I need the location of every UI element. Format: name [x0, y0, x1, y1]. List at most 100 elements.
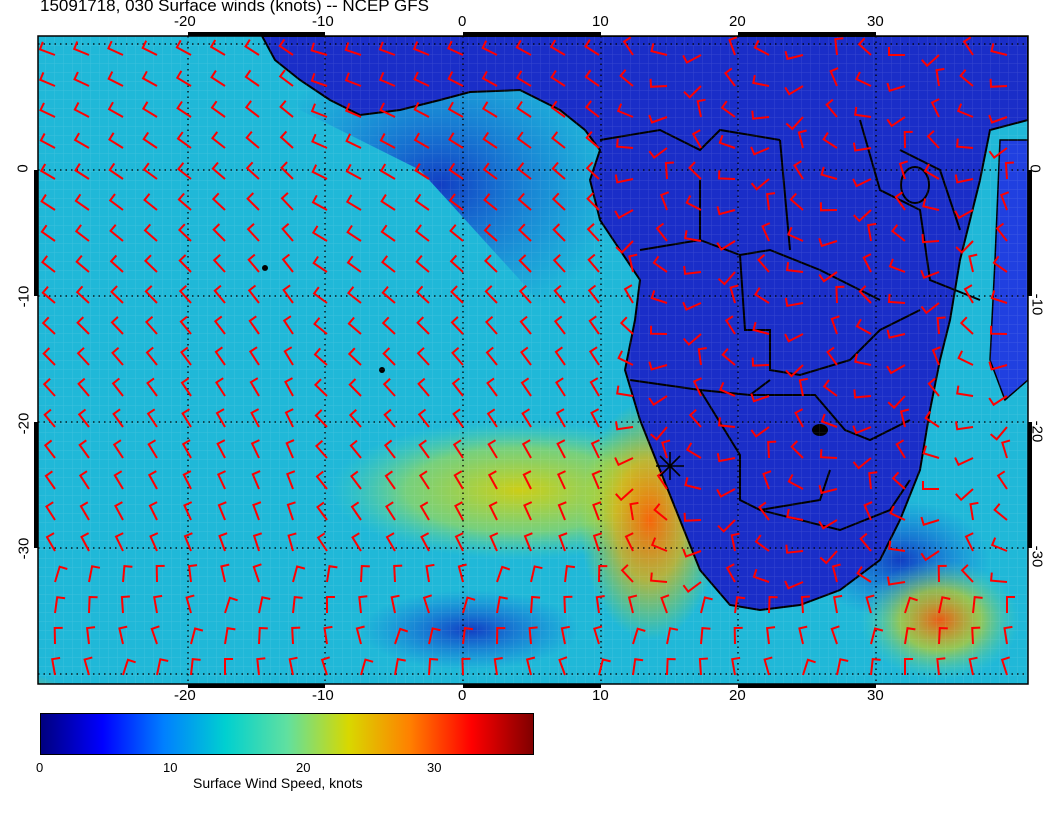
- wind-barb: [731, 656, 741, 676]
- wind-barb: [108, 162, 124, 180]
- wind-barb: [187, 564, 198, 583]
- wind-barb: [418, 439, 430, 459]
- wind-barb: [461, 657, 471, 676]
- wind-barb: [552, 223, 566, 242]
- wind-barb: [936, 316, 946, 335]
- wind-barb: [451, 346, 464, 366]
- wind-barb: [482, 162, 498, 180]
- wind-barb: [585, 161, 600, 180]
- wind-barb: [120, 595, 130, 614]
- wind-barb: [210, 100, 226, 118]
- wind-barb: [551, 161, 566, 180]
- wind-barb: [422, 594, 433, 614]
- wind-barb: [313, 347, 328, 366]
- wind-barb: [451, 377, 464, 397]
- wind-barb: [955, 488, 974, 502]
- wind-barb: [751, 110, 770, 120]
- wind-barb: [41, 255, 56, 273]
- wind-barb: [141, 101, 158, 118]
- wind-barb: [351, 532, 362, 552]
- wind-barb: [836, 658, 849, 676]
- wind-barb: [146, 408, 158, 428]
- wind-barb: [412, 41, 430, 56]
- wind-barb: [528, 626, 538, 645]
- wind-barb: [990, 290, 1008, 304]
- wind-barb: [598, 658, 611, 676]
- wind-barb: [118, 625, 128, 645]
- wind-barb: [988, 361, 1008, 371]
- wind-barb: [954, 457, 974, 467]
- wind-barb: [496, 626, 506, 645]
- wind-barb: [41, 316, 56, 335]
- wind-barb: [628, 253, 638, 273]
- wind-barb: [287, 532, 297, 552]
- bottom-tick-label: -20: [174, 687, 196, 704]
- asterisk-marker-icon: [656, 452, 684, 480]
- wind-barb: [113, 470, 124, 490]
- wind-barb: [786, 508, 804, 521]
- wind-barb: [420, 532, 430, 552]
- wind-barb: [346, 255, 362, 273]
- wind-barb: [182, 470, 192, 490]
- wind-barb: [246, 223, 260, 242]
- wind-barb: [716, 488, 736, 498]
- wind-barb: [462, 626, 474, 645]
- wind-barb: [954, 209, 974, 220]
- wind-barb: [682, 333, 702, 346]
- wind-barb: [79, 501, 90, 521]
- wind-barb: [385, 532, 396, 552]
- wind-barb: [800, 595, 810, 614]
- wind-barb: [899, 408, 910, 428]
- wind-barb: [586, 223, 600, 242]
- wind-barb: [350, 470, 362, 490]
- wind-barb: [793, 160, 804, 180]
- wind-barb: [959, 69, 974, 87]
- wind-barb: [381, 285, 396, 304]
- wind-barb: [829, 67, 839, 87]
- wind-barb: [614, 209, 634, 220]
- wind-barb: [688, 409, 702, 428]
- wind-barb: [560, 625, 570, 645]
- wind-barb: [697, 347, 707, 366]
- wind-barb: [179, 315, 192, 335]
- wind-barb: [481, 101, 498, 118]
- wind-barb: [314, 439, 328, 459]
- graticule: [38, 36, 1028, 684]
- wind-barb: [107, 40, 124, 56]
- wind-barb: [830, 625, 840, 645]
- wind-barb: [590, 408, 600, 428]
- wind-barb: [394, 658, 406, 676]
- wind-barb: [258, 596, 271, 614]
- wind-barb: [144, 285, 158, 304]
- wind-barb: [627, 594, 638, 614]
- wind-barb: [784, 50, 804, 61]
- wind-barb: [556, 470, 566, 490]
- wind-barb: [990, 537, 1008, 552]
- wind-barb: [584, 100, 600, 118]
- wind-barb: [344, 102, 362, 118]
- wind-barb: [141, 70, 158, 87]
- wind-barb: [660, 594, 670, 614]
- wind-barb: [564, 564, 576, 583]
- wind-barb: [700, 627, 711, 645]
- wind-barb: [798, 377, 808, 397]
- wind-barb: [425, 563, 435, 583]
- wind-barb: [344, 72, 362, 87]
- wind-barb: [834, 37, 844, 56]
- wind-barb: [785, 364, 804, 378]
- wind-barb: [149, 532, 159, 552]
- wind-barb: [214, 346, 226, 366]
- wind-barb: [382, 347, 396, 366]
- wind-barb: [955, 240, 974, 254]
- wind-barb: [345, 133, 362, 149]
- wind-barb: [428, 627, 441, 645]
- wind-barb: [655, 222, 668, 242]
- wind-barb: [768, 595, 778, 614]
- wind-barb: [175, 39, 192, 56]
- wind-barb: [988, 114, 1008, 124]
- wind-barb: [516, 100, 532, 118]
- wind-barb: [794, 408, 804, 428]
- wind-barb: [448, 193, 464, 211]
- wind-barb: [414, 163, 430, 180]
- wind-barb: [954, 174, 974, 184]
